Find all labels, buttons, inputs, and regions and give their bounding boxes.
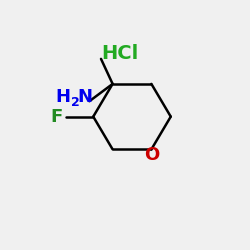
Text: H: H <box>55 88 70 106</box>
Text: F: F <box>50 108 62 126</box>
Text: N: N <box>78 88 93 106</box>
Text: O: O <box>144 146 159 164</box>
Text: HCl: HCl <box>101 44 138 62</box>
Text: 2: 2 <box>71 96 80 109</box>
